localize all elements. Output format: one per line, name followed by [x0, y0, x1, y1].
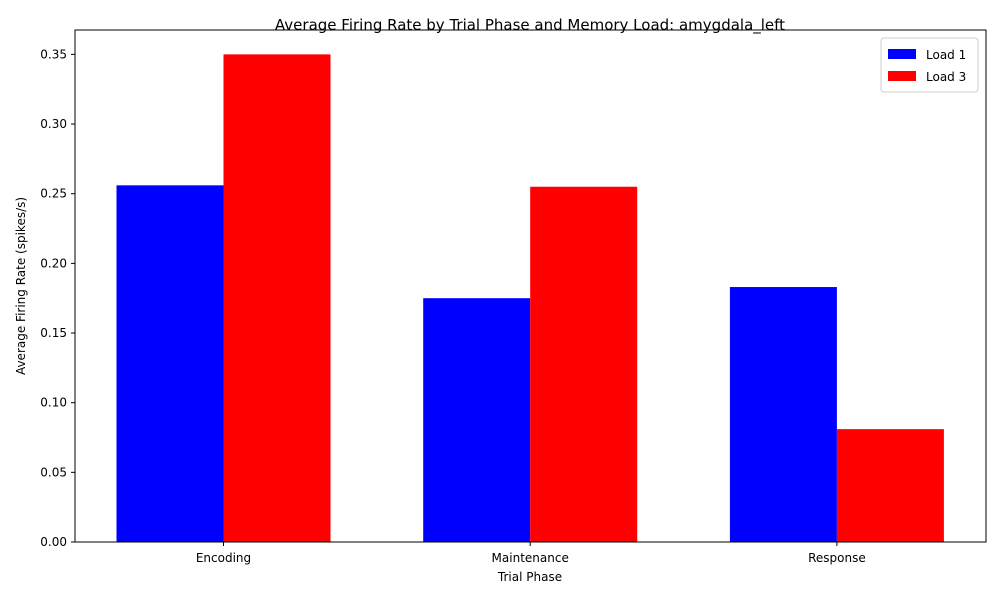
bars-group [116, 54, 944, 543]
bar-load-1-maintenance [423, 298, 531, 542]
bar-load-1-encoding [116, 185, 224, 542]
legend-label-load-3: Load 3 [926, 70, 966, 84]
y-tick-label: 0.10 [40, 396, 67, 410]
x-axis: Encoding Maintenance Response [196, 542, 866, 565]
legend-label-load-1: Load 1 [926, 48, 966, 62]
y-tick-label: 0.30 [40, 117, 67, 131]
bar-load-3-encoding [223, 54, 331, 542]
bar-load-1-response [729, 287, 837, 542]
y-tick-label: 0.05 [40, 465, 67, 479]
y-tick-label: 0.15 [40, 326, 67, 340]
x-tick-label-encoding: Encoding [196, 551, 251, 565]
legend: Load 1 Load 3 [880, 37, 979, 93]
y-tick-label: 0.25 [40, 187, 67, 201]
y-axis-label: Average Firing Rate (spikes/s) [14, 197, 28, 375]
y-tick-label: 0.35 [40, 47, 67, 61]
legend-swatch-load-1 [888, 49, 916, 59]
x-tick-label-maintenance: Maintenance [492, 551, 569, 565]
y-tick-label: 0.00 [40, 535, 67, 549]
chart-title: Average Firing Rate by Trial Phase and M… [275, 16, 785, 35]
bar-load-3-response [836, 429, 944, 542]
x-tick-label-response: Response [808, 551, 866, 565]
y-axis: 0.00 0.05 0.10 0.15 0.20 0.25 0.30 0.35 [40, 47, 75, 549]
bar-load-3-maintenance [530, 186, 638, 543]
y-tick-label: 0.20 [40, 256, 67, 270]
x-axis-label: Trial Phase [497, 570, 562, 584]
legend-swatch-load-3 [888, 71, 916, 81]
